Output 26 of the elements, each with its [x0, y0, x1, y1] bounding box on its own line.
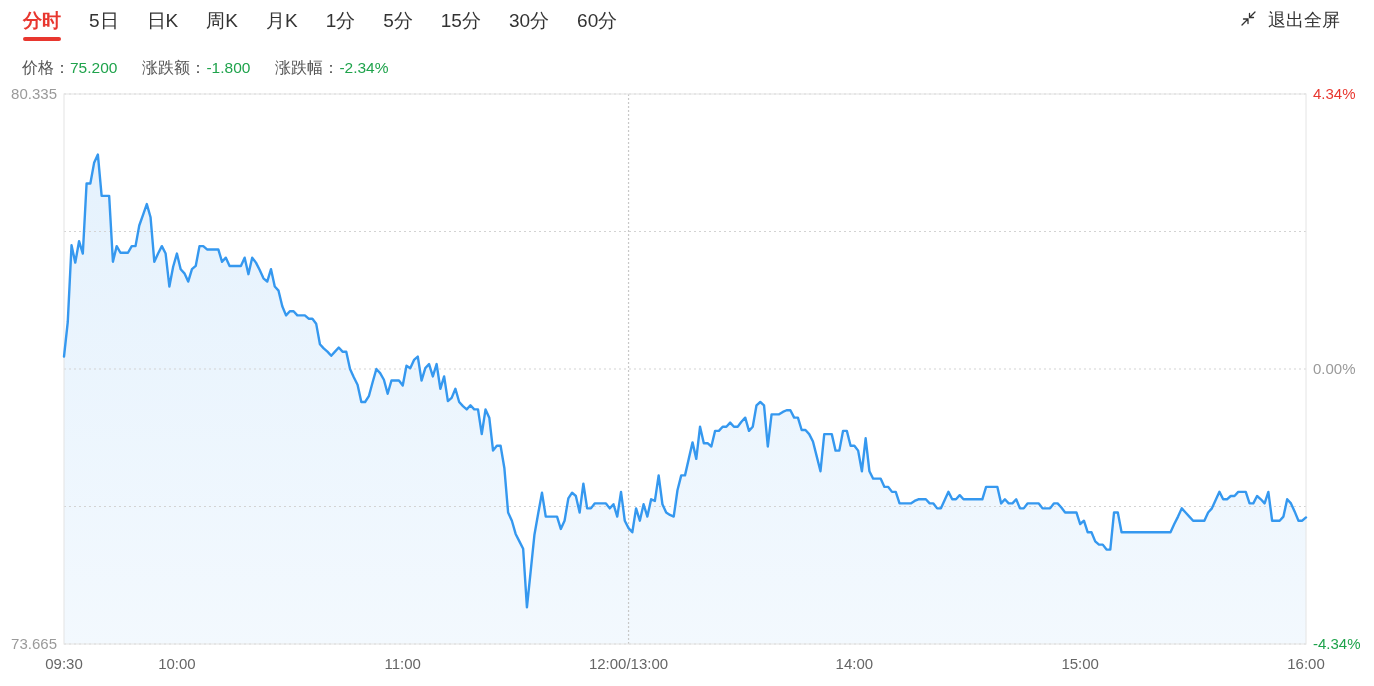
price-info: 价格：75.200 — [22, 59, 118, 76]
x-tick-label: 11:00 — [384, 655, 421, 672]
x-tick-label: 15:00 — [1061, 655, 1099, 672]
y2-tick-label: 0.00% — [1313, 360, 1356, 378]
tab-label: 60分 — [577, 10, 618, 31]
tab-label: 15分 — [440, 10, 481, 31]
tab-label: 月K — [265, 10, 298, 31]
y2-tick-label: 4.34% — [1313, 85, 1356, 103]
price-info: 涨跌幅：-2.34% — [275, 59, 389, 76]
tab-label: 5分 — [383, 10, 413, 31]
price-info: 涨跌额：-1.800 — [142, 59, 251, 76]
button-label: 退出全屏 — [1268, 10, 1340, 30]
x-tick-label: 14:00 — [835, 655, 874, 672]
tab-label: 周K — [206, 10, 238, 31]
tab-label: 1分 — [325, 10, 356, 31]
y2-tick-label: -4.34% — [1313, 635, 1361, 653]
tab-label-selected: 分时 — [23, 10, 61, 31]
tab-label: 5日 — [89, 10, 119, 31]
tab-label: 日K — [146, 10, 179, 31]
x-tick-label: 09:30 — [45, 655, 83, 672]
y-tick-label: 73.665 — [11, 635, 57, 653]
x-tick-label: 12:00/13:00 — [588, 655, 669, 672]
tab-label: 30分 — [508, 10, 550, 31]
x-tick-label: 16:00 — [1287, 655, 1325, 672]
x-tick-label: 10:00 — [158, 655, 196, 672]
y-tick-label: 80.335 — [11, 85, 57, 103]
